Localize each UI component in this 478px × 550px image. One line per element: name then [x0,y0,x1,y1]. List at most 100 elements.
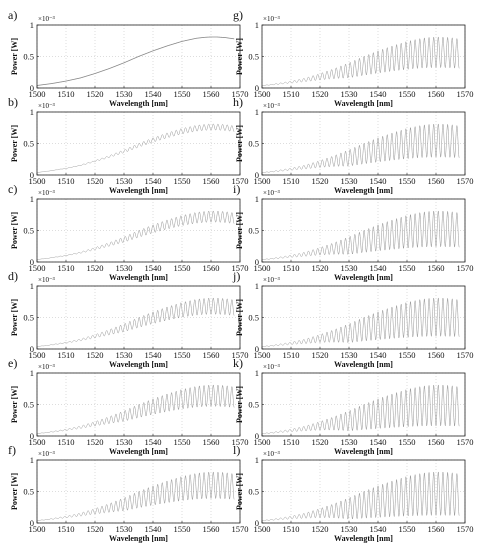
x-tick-label: 1500 [254,350,271,360]
panel-label: i) [233,182,240,196]
series-power-spectrum [36,297,235,347]
y-tick-label: 0.5 [248,226,259,236]
y-tick-label: 0.5 [248,313,259,323]
panel-i: i) ×10⁻³ 1500 1510 1520 1530 1540 1550 1560 1570 0… [233,182,474,282]
y-tick-label: 0.5 [23,52,34,62]
x-tick-label: 1550 [174,350,191,360]
x-tick-label: 1530 [341,263,358,273]
y-exponent-label: ×10⁻³ [263,363,280,371]
y-tick-label: 1 [30,20,34,30]
panel-h: h) ×10⁻³ 1500 1510 1520 1530 1540 1550 1560 1570 0… [233,95,474,195]
x-tick-label: 1530 [116,263,133,273]
y-tick-label: 0 [255,170,259,180]
x-tick-label: 1540 [370,524,387,534]
panel-label: c) [8,182,17,196]
y-tick-label: 0 [255,431,259,441]
y-tick-label: 0.5 [23,313,34,323]
x-tick-label: 1530 [341,524,358,534]
x-tick-label: 1500 [29,89,46,99]
x-tick-label: 1520 [312,263,329,273]
y-exponent-label: ×10⁻³ [263,189,280,197]
y-tick-label: 1 [255,281,259,291]
y-tick-label: 1 [255,368,259,378]
panel-k: k) ×10⁻³ 1500 1510 1520 1530 1540 1550 1560 1570 0… [233,356,474,456]
x-tick-label: 1540 [370,350,387,360]
x-tick-label: 1560 [203,524,220,534]
x-tick-label: 1510 [58,437,75,447]
y-axis-label: Power [W] [235,386,244,423]
x-tick-label: 1520 [312,437,329,447]
y-axis-label: Power [W] [235,212,244,249]
x-tick-label: 1560 [428,263,445,273]
x-tick-label: 1560 [203,263,220,273]
y-tick-label: 1 [30,107,34,117]
x-tick-label: 1560 [428,437,445,447]
x-axis-label: Wavelength [nm] [334,186,393,195]
x-tick-label: 1550 [174,437,191,447]
y-tick-label: 0 [30,170,34,180]
y-tick-label: 0 [30,257,34,267]
x-tick-label: 1520 [87,263,104,273]
panel-l: l) ×10⁻³ 1500 1510 1520 1530 1540 1550 1560 1570 0… [233,443,474,543]
x-axis-label: Wavelength [nm] [334,273,393,282]
x-tick-label: 1560 [203,437,220,447]
panel-label: d) [8,269,18,283]
x-tick-label: 1570 [232,176,249,186]
y-tick-label: 1 [30,368,34,378]
x-tick-label: 1550 [399,89,416,99]
x-tick-label: 1540 [145,350,162,360]
x-tick-label: 1570 [457,437,474,447]
y-tick-label: 0 [255,344,259,354]
y-exponent-label: ×10⁻³ [263,15,280,23]
y-tick-label: 0 [255,83,259,93]
series-power-spectrum [36,210,235,260]
panel-j: j) ×10⁻³ 1500 1510 1520 1530 1540 1550 1560 1570 0… [232,269,474,369]
x-tick-label: 1540 [145,437,162,447]
x-tick-label: 1570 [457,176,474,186]
x-tick-label: 1550 [399,176,416,186]
series-power-spectrum [261,36,460,86]
x-tick-label: 1500 [254,89,271,99]
x-tick-label: 1520 [312,350,329,360]
panel-label: b) [8,95,18,109]
x-tick-label: 1570 [457,350,474,360]
x-tick-label: 1560 [428,176,445,186]
x-tick-label: 1500 [29,176,46,186]
x-tick-label: 1570 [232,524,249,534]
y-tick-label: 0 [30,431,34,441]
x-tick-label: 1550 [174,89,191,99]
y-tick-label: 0 [255,518,259,528]
x-tick-label: 1510 [58,524,75,534]
y-tick-label: 0.5 [248,139,259,149]
x-tick-label: 1550 [174,524,191,534]
x-tick-label: 1550 [174,176,191,186]
x-axis-label: Wavelength [nm] [109,534,168,543]
x-tick-label: 1530 [116,437,133,447]
y-tick-label: 0 [30,83,34,93]
x-tick-label: 1530 [341,350,358,360]
panel-c: c) ×10⁻³ 1500 1510 1520 1530 1540 1550 1560 1570 0… [8,182,249,282]
series-power-spectrum [36,384,235,434]
y-exponent-label: ×10⁻³ [38,15,55,23]
x-tick-label: 1530 [116,524,133,534]
x-tick-label: 1560 [203,176,220,186]
x-tick-label: 1510 [58,176,75,186]
x-tick-label: 1530 [116,350,133,360]
series-power-spectrum [261,297,460,347]
x-tick-label: 1510 [283,176,300,186]
x-tick-label: 1520 [312,524,329,534]
y-tick-label: 1 [255,194,259,204]
panel-label: l) [233,443,240,457]
y-tick-label: 0 [255,257,259,267]
x-tick-label: 1570 [232,437,249,447]
x-axis-label: Wavelength [nm] [334,534,393,543]
x-axis-label: Wavelength [nm] [109,273,168,282]
y-tick-label: 1 [30,281,34,291]
y-tick-label: 0.5 [23,487,34,497]
x-tick-label: 1550 [399,263,416,273]
x-tick-label: 1500 [254,437,271,447]
series-power-spectrum [36,36,235,86]
x-tick-label: 1520 [87,89,104,99]
y-tick-label: 0 [30,518,34,528]
